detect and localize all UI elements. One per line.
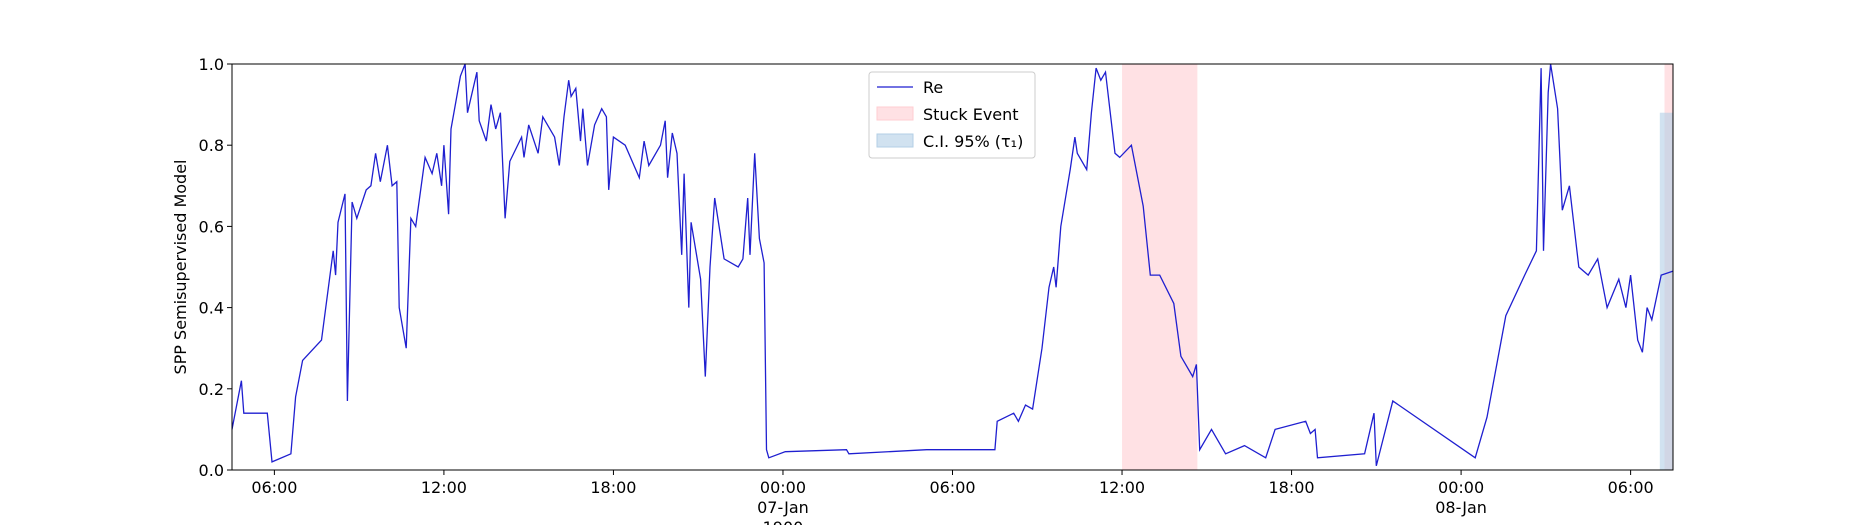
x-tick-label-line: 1900 <box>763 518 804 525</box>
y-tick-label: 0.8 <box>199 136 224 155</box>
x-tick-label-line: 00:00 <box>760 478 806 497</box>
x-tick-label: 06:00 <box>251 478 297 497</box>
legend-label: Stuck Event <box>923 105 1019 124</box>
legend-swatch <box>876 106 914 121</box>
x-tick-label-line: 07-Jan <box>757 498 809 517</box>
x-tick-label: 06:00 <box>1608 478 1654 497</box>
legend-swatch <box>876 133 914 148</box>
x-tick-label-line: 00:00 <box>1438 478 1484 497</box>
y-tick-label: 0.4 <box>199 299 224 318</box>
x-tick-label-line: 08-Jan <box>1435 498 1487 517</box>
y-tick-label: 0.2 <box>199 380 224 399</box>
y-tick-label: 0.6 <box>199 217 224 236</box>
legend-label: C.I. 95% (τ₁) <box>923 132 1023 151</box>
line <box>231 63 1674 467</box>
y-tick-label: 0.0 <box>199 461 224 480</box>
x-tick-label: 18:00 <box>590 478 636 497</box>
x-tick-label: 18:00 <box>1269 478 1315 497</box>
legend-label: Re <box>923 78 943 97</box>
x-tick-label: 06:00 <box>929 478 975 497</box>
span <box>1659 112 1673 470</box>
y-tick-label: 1.0 <box>199 55 224 74</box>
y-axis-label: SPP Semisupervised Model <box>171 160 190 375</box>
x-tick-label: 00:00 08-Jan <box>1435 478 1487 517</box>
x-tick-label: 12:00 <box>421 478 467 497</box>
x-tick-label: 12:00 <box>1099 478 1145 497</box>
span <box>1122 64 1198 470</box>
